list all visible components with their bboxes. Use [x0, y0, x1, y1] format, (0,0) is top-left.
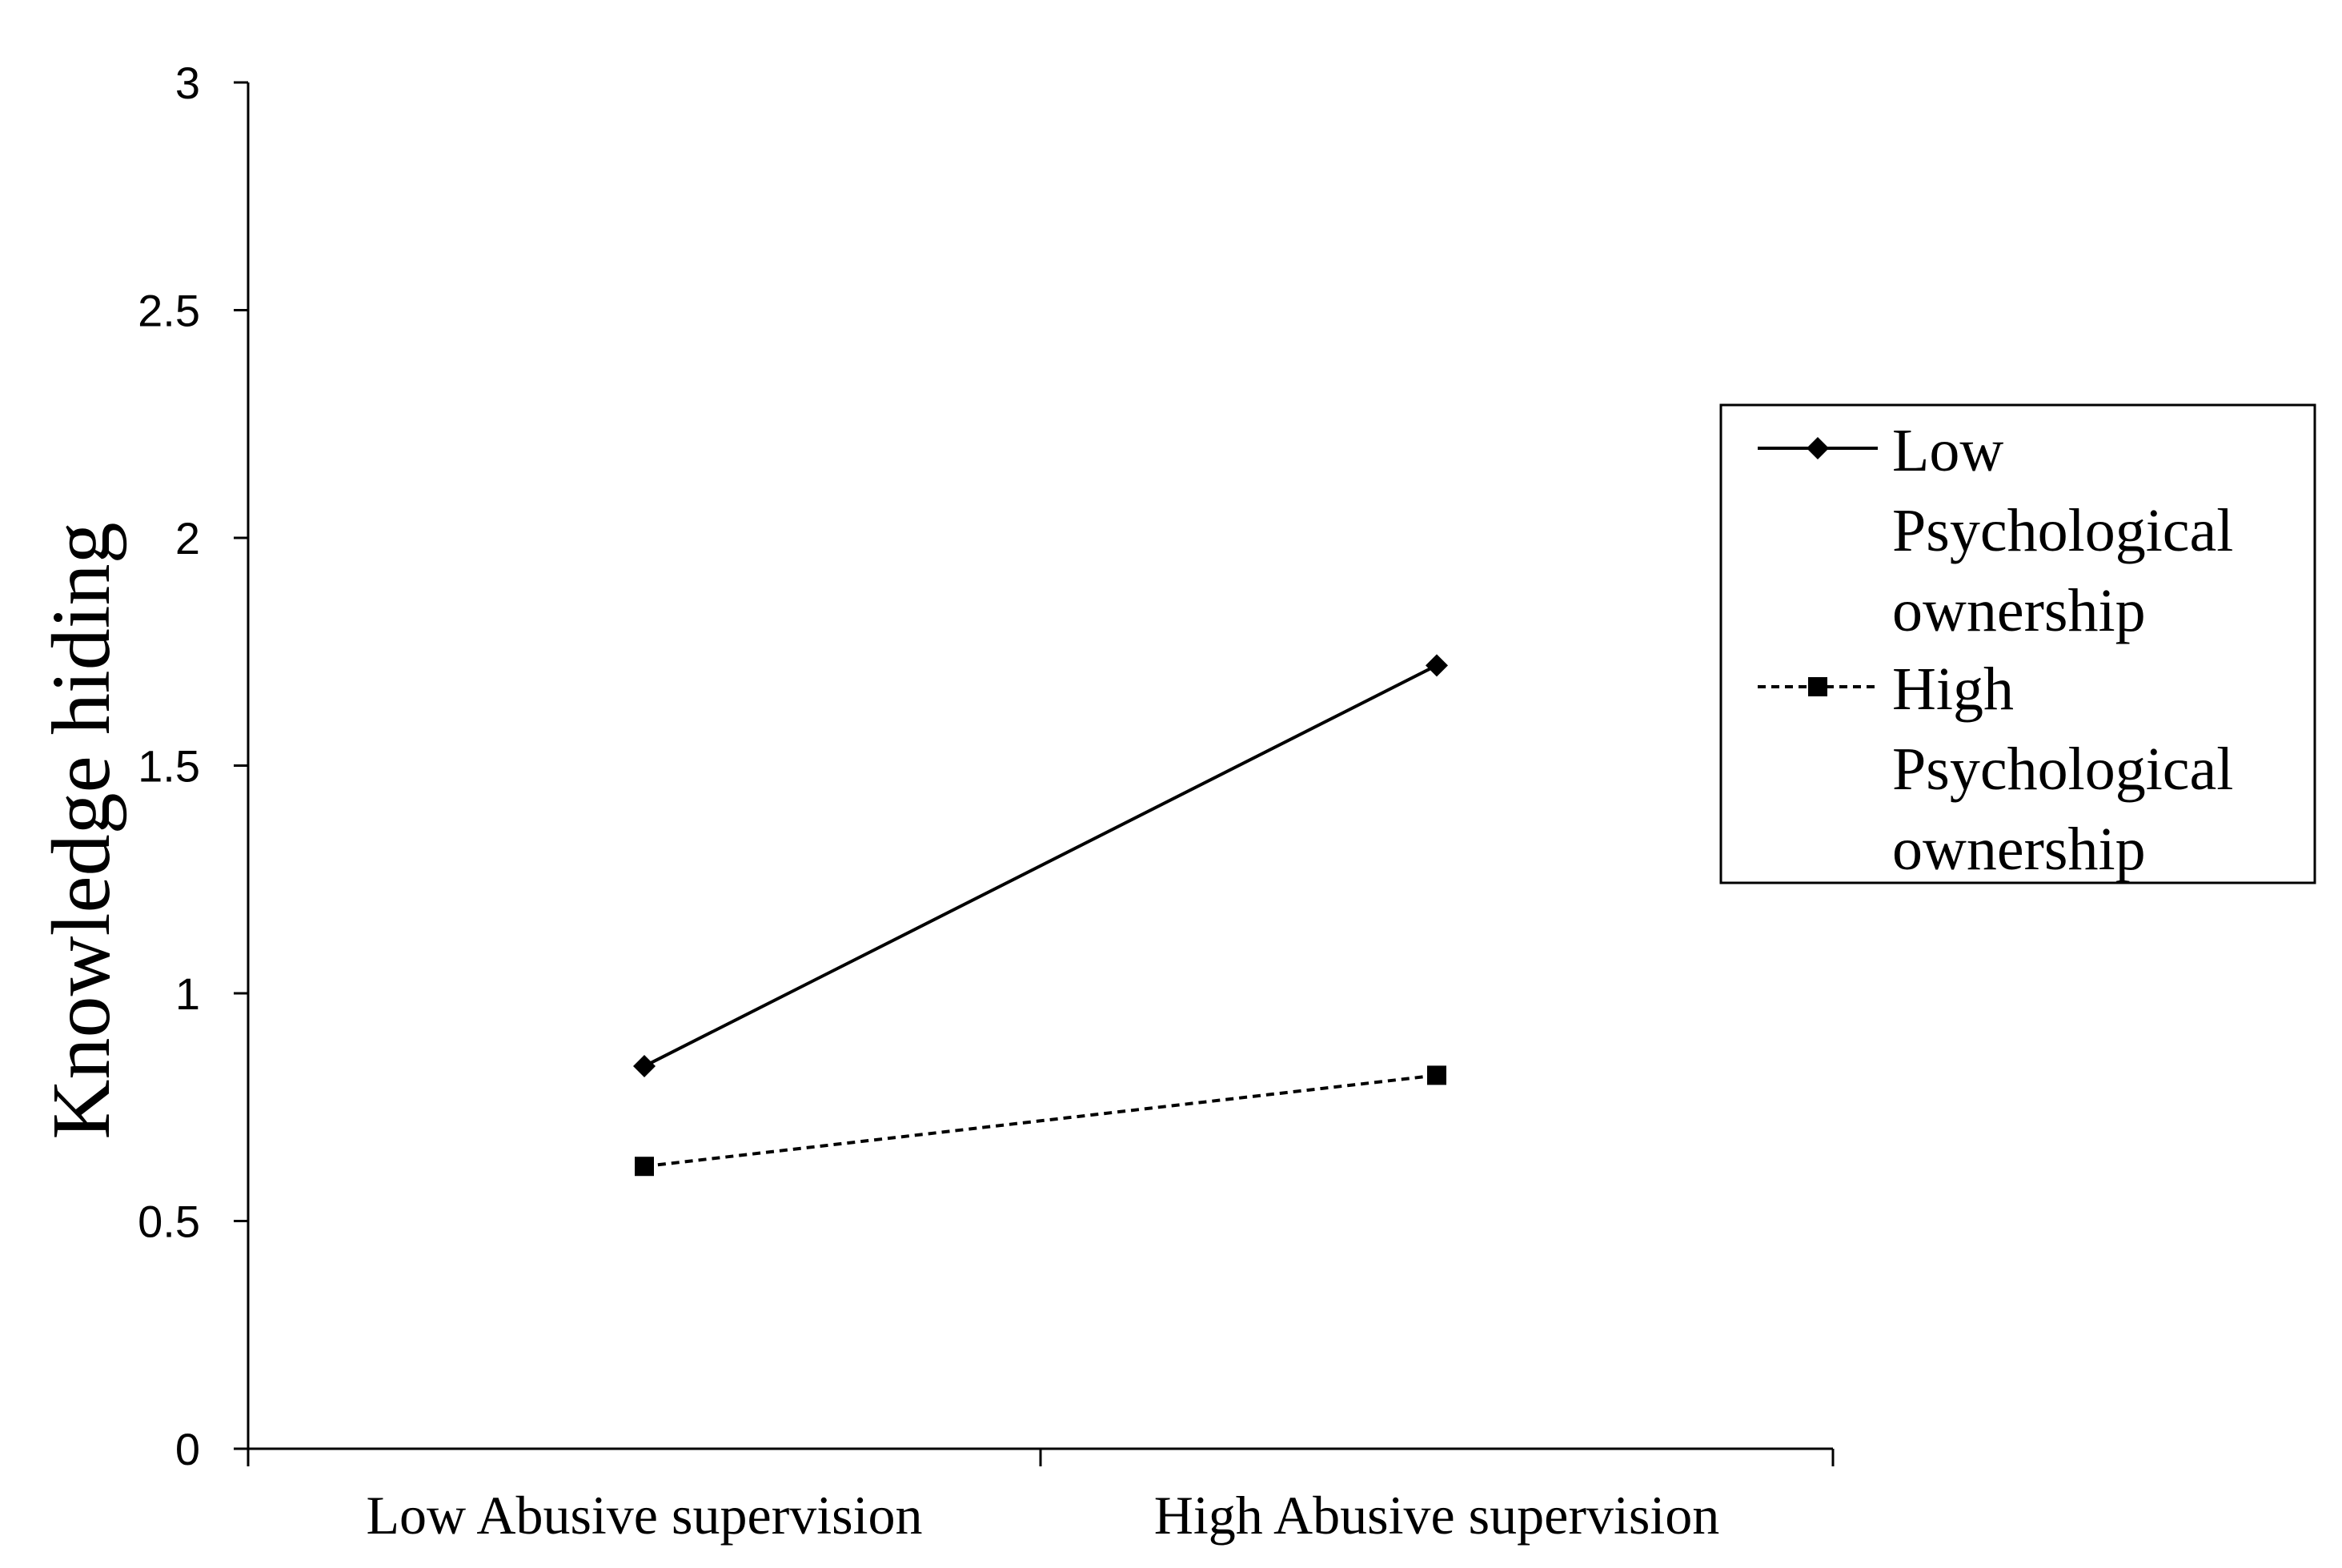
y-tick-label: 1	[175, 968, 200, 1019]
axes	[247, 82, 1833, 1450]
data-point	[1426, 654, 1448, 677]
x-tick-label: High Abusive supervision	[1154, 1485, 1719, 1546]
y-tick-label: 0	[175, 1424, 200, 1474]
series-line	[644, 664, 1438, 1068]
legend-label: Psychological	[1892, 497, 2233, 564]
legend-label: ownership	[1892, 816, 2146, 883]
legend-label: Low	[1892, 417, 2003, 484]
y-tick-label: 2.5	[138, 286, 200, 336]
data-point	[633, 1055, 656, 1078]
legend-box	[1719, 403, 2316, 884]
series-layer	[633, 654, 1448, 1177]
legend-label: ownership	[1892, 577, 2146, 644]
series-2	[635, 1065, 1446, 1177]
y-tick-label: 0.5	[138, 1197, 200, 1247]
y-tick-label: 1.5	[138, 741, 200, 792]
legend-entry: Low Psychological ownership	[1758, 417, 2233, 644]
data-point	[1427, 1065, 1446, 1085]
legend-label: Psychological	[1892, 736, 2233, 803]
y-tick-label: 2	[175, 513, 200, 563]
data-point	[635, 1157, 654, 1177]
series-line	[644, 1073, 1438, 1169]
y-tick-label: 3	[175, 58, 200, 108]
legend: Low Psychological ownership High Psychologic…	[1719, 403, 2316, 884]
legend-marker	[1807, 437, 1829, 459]
series-1	[633, 654, 1448, 1078]
x-tick-label: Low Abusive supervision	[366, 1485, 922, 1546]
y-ticks: 0 0.5 1 1.5 2 2.5 3	[138, 58, 248, 1474]
legend-entry: High Psychological ownership	[1758, 656, 2233, 883]
y-axis-label: Knowledge hiding	[35, 522, 127, 1139]
x-ticks: Low Abusive supervision High Abusive supe…	[247, 1449, 1835, 1546]
legend-label: High	[1892, 656, 2014, 723]
legend-marker	[1808, 677, 1827, 696]
